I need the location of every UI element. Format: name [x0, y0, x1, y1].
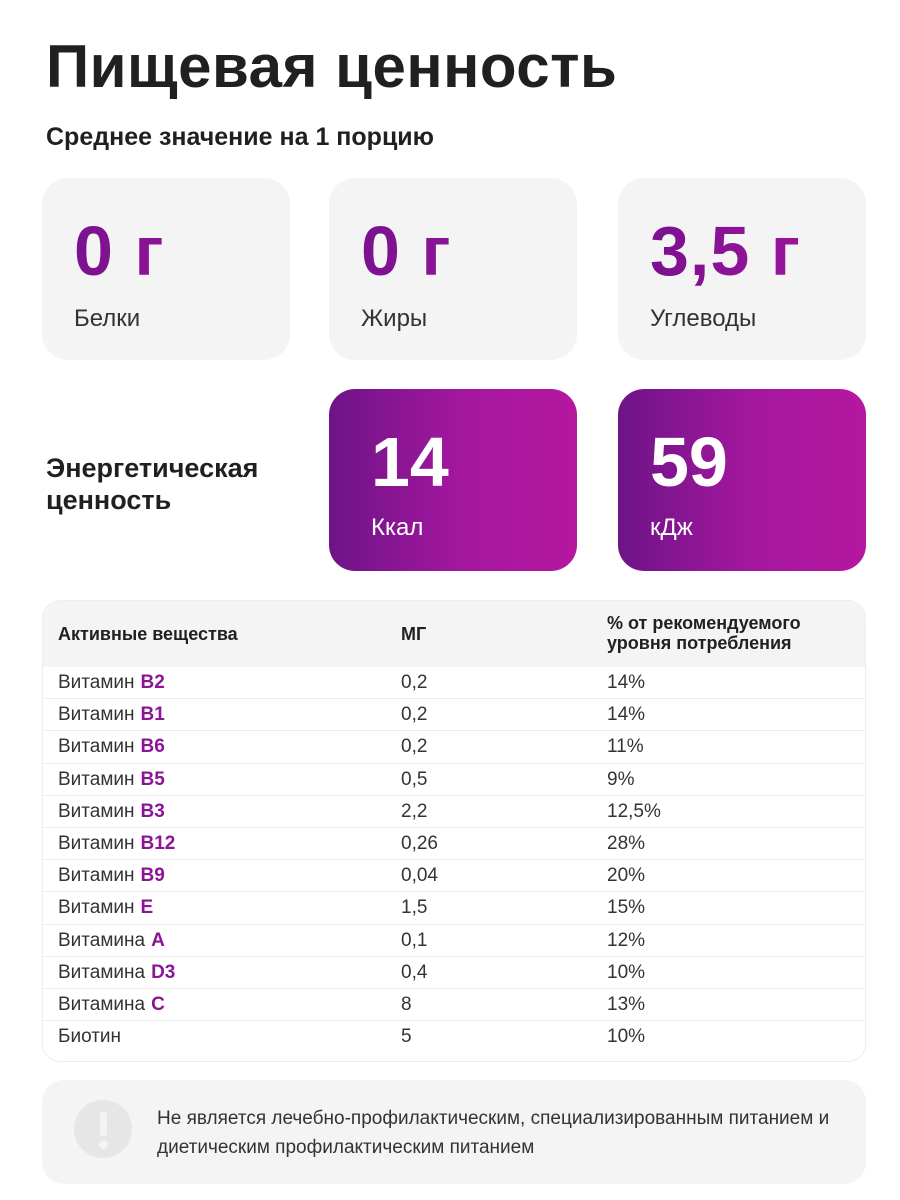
table-row: Витамин B3 2,2 12,5%	[43, 796, 865, 828]
energy-card-kcal: 14 Ккал	[329, 389, 577, 571]
vitamin-code: E	[140, 897, 154, 919]
substance-name: Витамин	[58, 897, 135, 919]
substance-name: Витамина	[58, 993, 146, 1015]
mg-cell: 0,2	[401, 672, 428, 693]
substance-name: Витамин	[58, 672, 135, 693]
energy-unit: кДж	[650, 514, 693, 541]
macro-card-fat: 0 г Жиры	[329, 178, 577, 360]
energy-value: 14	[371, 423, 449, 501]
disclaimer-text: Не является лечебно-профилактическим, сп…	[157, 1108, 830, 1158]
vitamin-code: D3	[151, 961, 176, 983]
table-row: Биотин 5 10%	[43, 1021, 865, 1053]
vitamin-code: C	[151, 993, 165, 1015]
vitamin-code: B3	[140, 800, 165, 822]
substance-cell: Витамин B6	[58, 731, 165, 763]
table-row: Витамин E 1,5 15%	[43, 892, 865, 925]
table-row: Витамин B6 0,2 11%	[43, 731, 865, 764]
substance-name: Витамин	[58, 736, 135, 758]
mg-cell: 0,04	[401, 865, 438, 887]
percent-cell: 11%	[607, 736, 644, 758]
header-percent: % от рекомендуемого уровня потребления	[607, 613, 801, 653]
mg-cell: 0,1	[401, 929, 428, 951]
vitamin-code: B2	[140, 672, 165, 693]
table-row: Витамина A 0,1 12%	[43, 925, 865, 957]
percent-cell: 12%	[607, 929, 646, 951]
mg-cell: 0,2	[401, 704, 428, 726]
substance-cell: Витамин B1	[58, 699, 165, 731]
substance-cell: Витамина C	[58, 989, 165, 1021]
macro-value: 0 г	[361, 208, 577, 294]
substance-name: Витамин	[58, 832, 135, 854]
energy-unit: Ккал	[371, 514, 424, 541]
mg-cell: 0,2	[401, 736, 428, 758]
vitamin-code: B12	[140, 832, 176, 854]
page-subtitle: Среднее значение на 1 порцию	[46, 123, 435, 151]
table-row: Витамин B12 0,26 28%	[43, 828, 865, 861]
exclamation-icon	[74, 1100, 132, 1158]
nutrients-table: Активные вещества МГ % от рекомендуемого…	[42, 600, 866, 1062]
table-row: Витамина C 8 13%	[43, 989, 865, 1022]
mg-cell: 1,5	[401, 897, 428, 919]
macro-label: Жиры	[361, 305, 428, 332]
energy-value: 59	[650, 423, 728, 501]
table-body: Витамин B2 0,2 14% Витамин B1 0,2 14% Витамин B6 0…	[43, 667, 865, 1053]
energy-label: Энергетическая ценность	[46, 453, 259, 515]
macro-card-protein: 0 г Белки	[42, 178, 290, 360]
substance-cell: Витамин B5	[58, 764, 165, 796]
mg-cell: 5	[401, 1026, 412, 1048]
table-row: Витамина D3 0,4 10%	[43, 957, 865, 989]
table-row: Витамин B1 0,2 14%	[43, 699, 865, 732]
macro-card-carbs: 3,5 г Углеводы	[618, 178, 866, 360]
mg-cell: 0,4	[401, 961, 428, 983]
table-row: Витамин B2 0,2 14%	[43, 667, 865, 700]
mg-cell: 2,2	[401, 800, 428, 822]
macro-label: Белки	[74, 305, 141, 332]
header-mg: МГ	[401, 624, 427, 644]
vitamin-code: B5	[140, 768, 165, 790]
page-title: Пищевая ценность	[46, 33, 618, 100]
percent-cell: 20%	[607, 865, 646, 887]
substance-cell: Витамин B9	[58, 860, 165, 892]
mg-cell: 8	[401, 993, 412, 1015]
percent-cell: 12,5%	[607, 800, 661, 822]
substance-cell: Витамин E	[58, 892, 153, 924]
substance-cell: Витамин B3	[58, 796, 165, 828]
percent-cell: 10%	[607, 961, 646, 983]
vitamin-code: A	[151, 929, 165, 951]
substance-name: Витамин	[58, 865, 135, 887]
vitamin-code: B1	[140, 704, 165, 726]
vitamin-code: B6	[140, 736, 165, 758]
mg-cell: 0,5	[401, 768, 428, 790]
substance-name: Витамин	[58, 704, 135, 726]
macro-value: 0 г	[74, 208, 290, 294]
energy-card-kj: 59 кДж	[618, 389, 866, 571]
macro-label: Углеводы	[650, 305, 757, 332]
percent-cell: 14%	[607, 672, 646, 693]
substance-name: Витамина	[58, 961, 146, 983]
percent-cell: 28%	[607, 832, 646, 854]
table-header: Активные вещества МГ % от рекомендуемого…	[43, 601, 865, 667]
substance-cell: Витамина D3	[58, 957, 175, 989]
percent-cell: 14%	[607, 704, 646, 726]
percent-cell: 9%	[607, 768, 635, 790]
substance-name: Биотин	[58, 1026, 122, 1048]
substance-cell: Витамина A	[58, 925, 165, 957]
macro-value: 3,5 г	[650, 208, 866, 294]
substance-name: Витамин	[58, 768, 135, 790]
percent-cell: 13%	[607, 993, 646, 1015]
header-substance: Активные вещества	[58, 624, 238, 644]
substance-name: Витамин	[58, 800, 135, 822]
table-row: Витамин B5 0,5 9%	[43, 764, 865, 796]
substance-cell: Биотин	[58, 1021, 121, 1053]
substance-cell: Витамин B12	[58, 828, 175, 860]
vitamin-code: B9	[140, 865, 165, 887]
substance-cell: Витамин B2	[58, 667, 165, 699]
percent-cell: 10%	[607, 1026, 646, 1048]
percent-cell: 15%	[607, 897, 646, 919]
disclaimer-notice: Не является лечебно-профилактическим, сп…	[42, 1080, 866, 1184]
mg-cell: 0,26	[401, 832, 438, 854]
substance-name: Витамина	[58, 929, 146, 951]
table-row: Витамин B9 0,04 20%	[43, 860, 865, 893]
